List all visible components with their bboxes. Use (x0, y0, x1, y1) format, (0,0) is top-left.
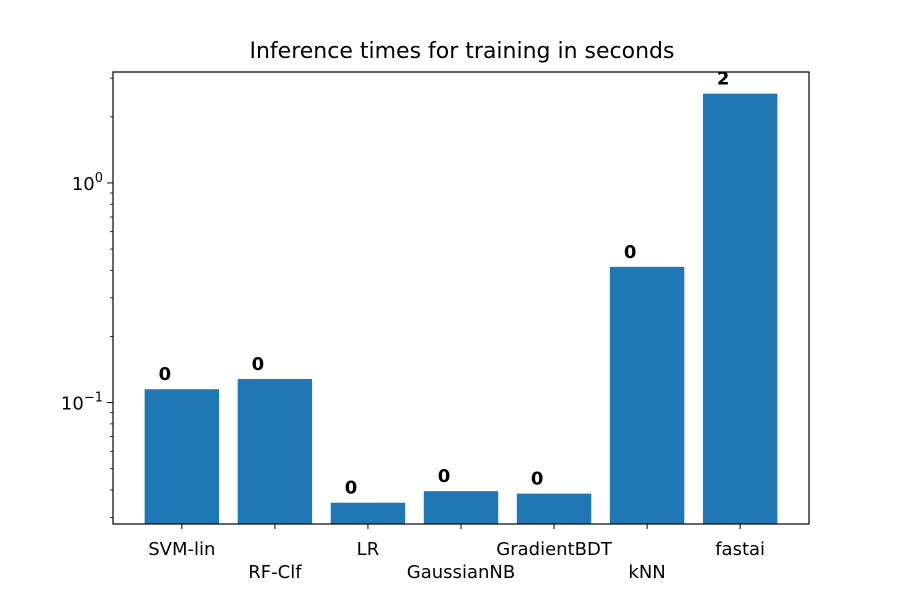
bar-gradientbdt (516, 493, 592, 524)
bar-lr (330, 502, 406, 524)
bar-value-label: 0 (159, 364, 172, 385)
plot-frame (112, 71, 810, 525)
y-tick-label: 100 (72, 171, 103, 195)
bar-knn (609, 266, 685, 524)
x-tick-label: fastai (715, 539, 765, 560)
x-tick-label: GaussianNB (407, 562, 515, 583)
bar-value-label: 0 (531, 469, 544, 490)
y-tick-label: 10−1 (61, 391, 103, 415)
y-axis: 10−1 100 (61, 77, 113, 518)
x-tick-label: GradientBDT (496, 539, 613, 560)
bar-value-label: 0 (345, 478, 358, 499)
x-tick-label: SVM-lin (148, 539, 215, 560)
x-tick-label: kNN (628, 562, 665, 583)
bar-rf-clf (237, 379, 313, 524)
bars-group (144, 93, 778, 524)
bar-value-label: 0 (252, 354, 265, 375)
bar-value-label: 0 (624, 242, 637, 263)
x-tick-label: RF-Clf (248, 562, 302, 583)
bar-svm-lin (144, 389, 220, 524)
x-tick-label: LR (357, 539, 380, 560)
chart-title: Inference times for training in seconds (250, 39, 675, 64)
bar-value-label: 2 (717, 69, 730, 90)
bar-value-label: 0 (438, 466, 451, 487)
bar-labels-group: 0 0 0 0 0 0 2 (159, 69, 730, 499)
bar-fastai (702, 93, 778, 524)
bar-gaussiannb (423, 491, 499, 524)
